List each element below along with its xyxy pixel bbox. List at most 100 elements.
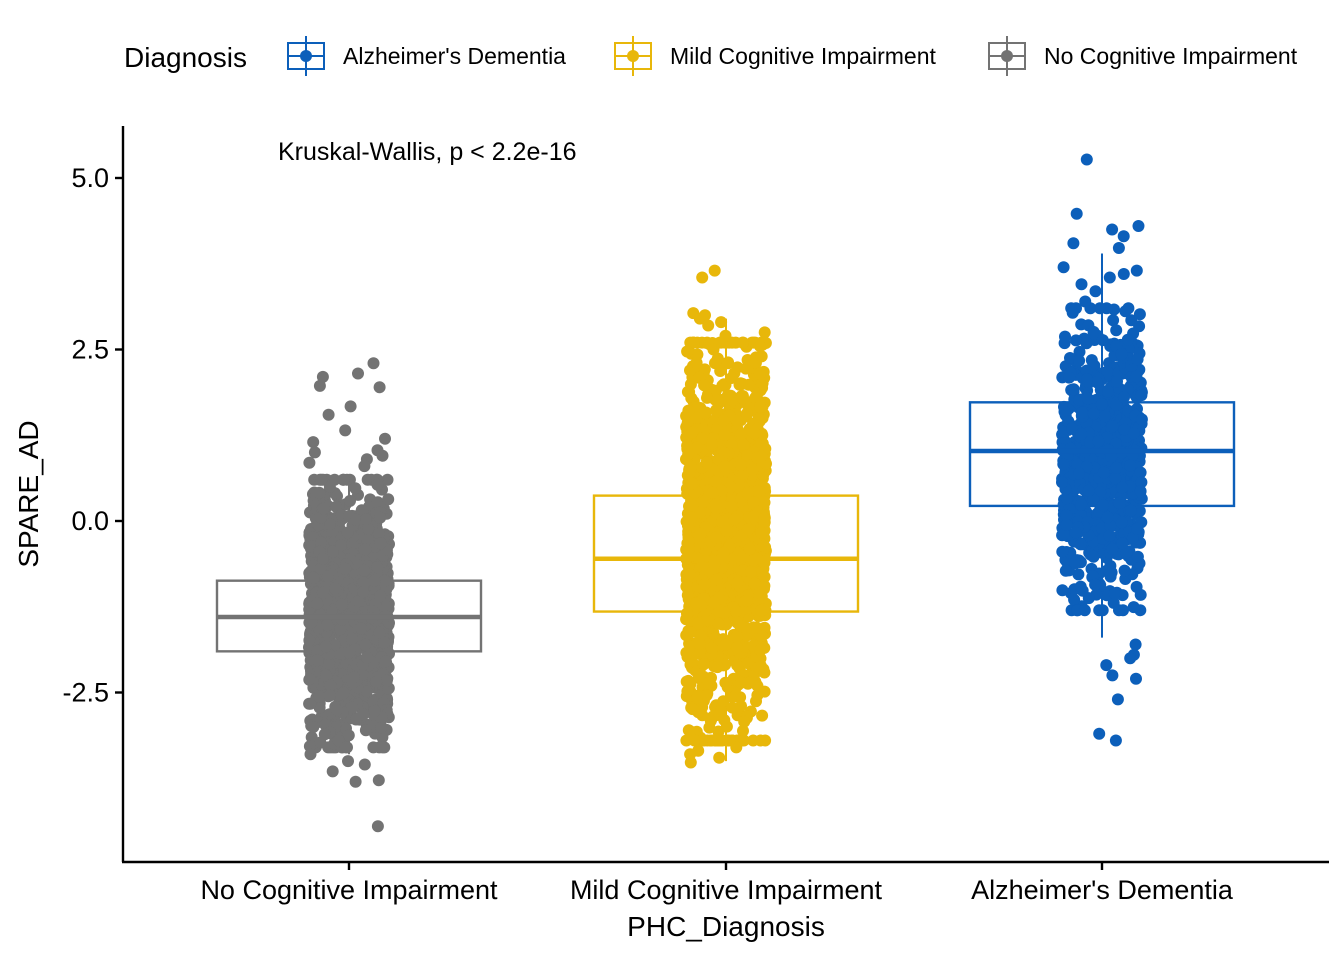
data-point xyxy=(324,518,336,531)
data-point xyxy=(304,697,317,710)
data-point xyxy=(684,626,697,639)
data-point xyxy=(728,513,741,526)
y-tick-label: -2.5 xyxy=(62,678,109,708)
data-point xyxy=(374,590,387,602)
data-point xyxy=(731,630,743,643)
data-point xyxy=(698,379,711,392)
data-point xyxy=(367,357,380,370)
data-point xyxy=(724,481,737,494)
data-point xyxy=(715,484,728,497)
data-point xyxy=(755,450,768,463)
data-point xyxy=(688,486,701,499)
jitter-points xyxy=(680,264,772,769)
data-point xyxy=(693,312,706,325)
data-point xyxy=(754,734,767,747)
data-point xyxy=(748,427,761,440)
data-point xyxy=(376,449,389,462)
data-point xyxy=(730,741,743,754)
data-point xyxy=(719,638,732,651)
data-point xyxy=(1093,302,1106,315)
data-point xyxy=(1106,669,1119,682)
data-point xyxy=(1107,314,1120,327)
data-point xyxy=(1071,458,1084,471)
data-point xyxy=(1131,550,1144,563)
data-point xyxy=(339,741,352,754)
data-point xyxy=(682,404,695,417)
data-point xyxy=(737,724,749,737)
data-point xyxy=(684,756,697,769)
data-point xyxy=(742,523,755,536)
data-point xyxy=(731,616,743,629)
data-point xyxy=(1096,334,1109,347)
data-point xyxy=(749,391,762,404)
data-point xyxy=(1080,153,1093,166)
data-point xyxy=(725,500,738,513)
data-point xyxy=(685,511,698,524)
data-point xyxy=(1076,406,1088,419)
data-point xyxy=(379,432,391,445)
data-point xyxy=(358,758,371,771)
data-point xyxy=(1089,285,1102,298)
data-point xyxy=(371,496,384,509)
data-point xyxy=(1130,264,1143,277)
data-point xyxy=(304,748,317,761)
data-point xyxy=(1092,435,1105,448)
data-point xyxy=(718,515,731,528)
data-point xyxy=(690,411,703,424)
data-point xyxy=(352,595,365,608)
data-point xyxy=(315,473,328,486)
data-point xyxy=(322,408,335,421)
data-point xyxy=(324,679,337,692)
data-point xyxy=(1110,399,1123,411)
data-point xyxy=(709,384,722,397)
data-point xyxy=(308,446,321,459)
data-point xyxy=(1124,652,1137,665)
data-point xyxy=(1118,564,1131,577)
data-point xyxy=(1130,672,1142,685)
data-point xyxy=(737,438,750,451)
y-ticks: -2.5 0.0 2.5 5.0 xyxy=(62,163,123,708)
data-point xyxy=(358,460,371,473)
data-point xyxy=(1102,385,1114,398)
data-point xyxy=(1063,371,1076,384)
data-point xyxy=(367,741,380,754)
data-point xyxy=(1056,476,1068,489)
data-point xyxy=(754,400,766,413)
data-point xyxy=(740,449,753,462)
data-point xyxy=(681,385,694,398)
data-point xyxy=(1098,410,1111,423)
data-point xyxy=(1059,564,1072,577)
data-point xyxy=(317,502,330,515)
data-point xyxy=(750,695,762,708)
data-point xyxy=(709,357,721,370)
data-point xyxy=(1134,485,1147,498)
data-point xyxy=(1111,693,1124,706)
data-point xyxy=(1057,261,1070,274)
data-point xyxy=(743,676,756,689)
data-point xyxy=(712,617,725,630)
data-point xyxy=(359,543,372,556)
data-point xyxy=(1073,354,1086,367)
data-point xyxy=(1087,407,1100,420)
data-point xyxy=(737,468,750,481)
data-point xyxy=(346,632,359,645)
data-point xyxy=(710,404,723,417)
data-point xyxy=(376,741,389,754)
data-point xyxy=(1082,484,1095,497)
data-point xyxy=(1105,450,1118,463)
data-point xyxy=(357,708,370,721)
data-point xyxy=(1103,529,1116,542)
data-point xyxy=(360,685,373,698)
x-tick-label: Alzheimer's Dementia xyxy=(971,875,1234,905)
data-point xyxy=(1097,466,1110,479)
data-point xyxy=(323,657,335,670)
data-point xyxy=(303,634,316,647)
data-point xyxy=(371,561,384,574)
data-point xyxy=(1130,370,1143,383)
data-point xyxy=(703,676,716,689)
data-point xyxy=(755,526,768,539)
data-point xyxy=(696,432,709,445)
data-point xyxy=(313,701,326,714)
data-point xyxy=(682,448,695,461)
data-point xyxy=(1135,476,1148,489)
